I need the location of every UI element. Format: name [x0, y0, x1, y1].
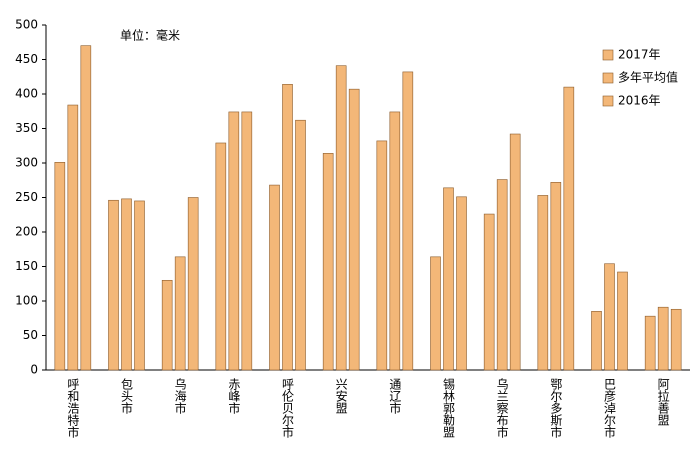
bar	[108, 199, 119, 371]
bar	[483, 213, 495, 371]
bar	[376, 140, 388, 371]
bar	[215, 142, 227, 371]
bar	[670, 308, 682, 371]
bar	[456, 196, 467, 371]
x-tick-label: 呼和浩特市	[66, 378, 80, 438]
y-tick-label: 0	[30, 363, 38, 377]
y-tick-label: 300	[15, 156, 38, 170]
bar	[121, 198, 132, 371]
bar	[430, 256, 441, 371]
y-tick-label: 250	[15, 190, 38, 204]
bar	[563, 86, 575, 371]
x-tick-label: 鄂尔多斯市	[549, 378, 563, 438]
y-tick-label: 100	[15, 294, 38, 308]
legend-swatch	[602, 95, 614, 107]
x-tick-label: 呼伦贝尔市	[281, 378, 295, 438]
bar	[389, 111, 401, 371]
bar	[282, 84, 293, 371]
y-tick-label: 50	[23, 328, 38, 342]
legend-swatch	[602, 49, 614, 61]
bar	[322, 153, 334, 371]
bar	[657, 306, 669, 371]
y-tick-label: 350	[15, 121, 38, 135]
y-tick-label: 200	[15, 225, 38, 239]
bar	[348, 88, 360, 371]
bar	[67, 104, 79, 371]
x-tick-label: 兴安盟	[334, 378, 348, 414]
x-tick-label: 锡林郭勒盟	[442, 377, 456, 438]
legend-label: 2017年	[618, 48, 661, 62]
bar	[134, 200, 145, 371]
bar	[228, 111, 240, 371]
bar	[80, 45, 92, 371]
bar	[174, 256, 186, 371]
legend-label: 2016年	[618, 94, 661, 108]
x-tick-label: 阿拉善盟	[656, 378, 670, 426]
y-tick-label: 400	[15, 87, 38, 101]
bar	[644, 315, 656, 371]
bar	[509, 133, 521, 371]
x-tick-label: 乌海市	[173, 377, 187, 414]
bar	[295, 119, 306, 371]
bar	[241, 111, 253, 371]
bar	[604, 263, 615, 371]
bar	[54, 162, 66, 371]
bar	[335, 65, 347, 371]
unit-annotation: 单位：毫米	[120, 28, 180, 43]
bar	[161, 279, 173, 371]
x-tick-label: 包头市	[120, 378, 134, 414]
bar	[591, 311, 602, 371]
bar	[443, 187, 454, 371]
x-tick-label: 通辽市	[388, 378, 402, 414]
y-tick-label: 500	[15, 18, 38, 32]
legend-label: 多年平均值	[618, 70, 678, 85]
x-tick-label: 乌兰察布市	[495, 377, 509, 438]
bar	[187, 197, 199, 371]
y-tick-label: 450	[15, 52, 38, 66]
x-tick-label: 巴彦淖尔市	[603, 378, 617, 438]
bar	[269, 184, 280, 371]
bar	[550, 182, 562, 371]
legend-swatch	[602, 72, 614, 84]
y-tick-label: 150	[15, 259, 38, 273]
x-tick-label: 赤峰市	[227, 378, 241, 414]
bar	[402, 71, 414, 371]
bar	[496, 179, 508, 371]
bar	[617, 271, 628, 371]
bar	[537, 195, 549, 371]
